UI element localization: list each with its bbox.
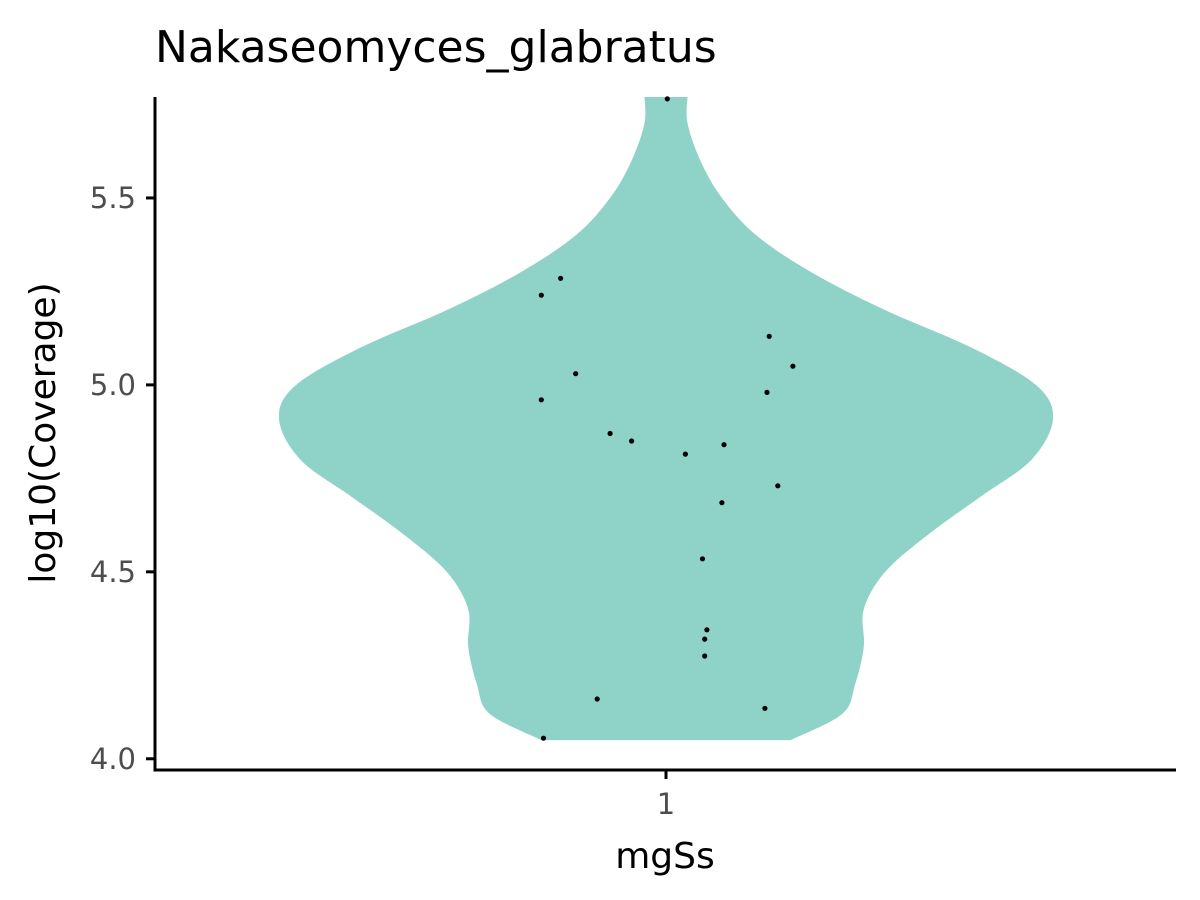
data-point bbox=[762, 705, 768, 711]
y-tick-label: 5.0 bbox=[90, 368, 136, 402]
data-point bbox=[607, 430, 613, 437]
data-point bbox=[721, 442, 727, 448]
data-point bbox=[558, 275, 564, 281]
y-tick-label: 4.5 bbox=[90, 555, 136, 589]
data-point bbox=[699, 556, 706, 562]
data-point bbox=[538, 397, 544, 403]
data-point bbox=[540, 735, 547, 741]
data-point bbox=[764, 389, 770, 395]
x-axis-ticks: 1 bbox=[657, 770, 675, 821]
data-point bbox=[682, 451, 689, 457]
y-axis-ticks: 4.0 4.5 5.0 5.5 bbox=[90, 181, 155, 776]
y-tick-label: 4.0 bbox=[90, 742, 136, 776]
x-tick-label: 1 bbox=[657, 787, 675, 821]
data-point bbox=[790, 363, 796, 369]
chart-title: Nakaseomyces_glabratus bbox=[155, 22, 717, 73]
x-axis-title: mgSs bbox=[615, 836, 715, 877]
data-point bbox=[702, 653, 708, 659]
plot-area bbox=[278, 96, 1054, 741]
data-point bbox=[704, 627, 710, 633]
data-point bbox=[538, 292, 544, 298]
data-point bbox=[719, 500, 725, 506]
y-tick-label: 5.5 bbox=[90, 181, 136, 215]
data-point bbox=[594, 696, 600, 702]
data-point bbox=[664, 96, 670, 102]
data-points bbox=[538, 96, 796, 741]
data-point bbox=[702, 636, 708, 642]
data-point bbox=[573, 371, 579, 377]
y-axis-title: log10(Coverage) bbox=[23, 282, 64, 583]
data-point bbox=[629, 438, 635, 444]
data-point bbox=[775, 483, 781, 489]
violin-shape bbox=[278, 97, 1054, 741]
data-point bbox=[766, 333, 772, 339]
